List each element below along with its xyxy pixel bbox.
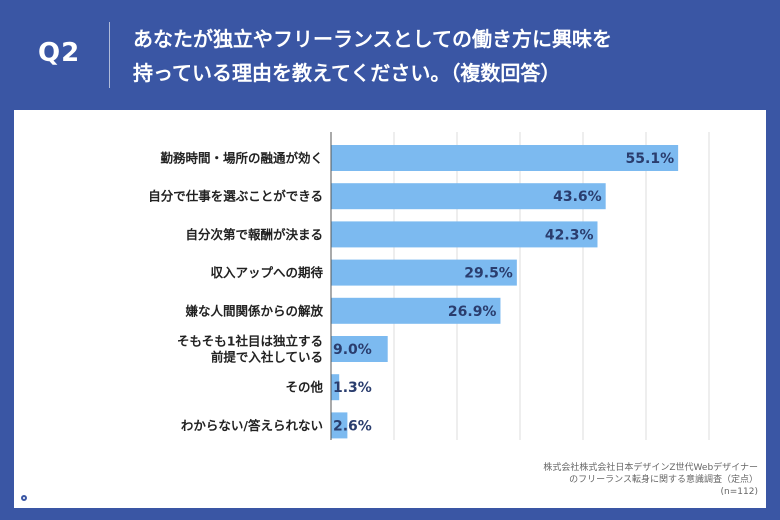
bar [331, 297, 501, 324]
bar [331, 145, 679, 171]
brand-logo: リサピー [16, 488, 96, 509]
data-label: 2.6% [333, 418, 372, 434]
category-label: わからない/答えられない [181, 418, 323, 433]
category-label: 嫌な人間関係からの解放 [184, 303, 323, 318]
data-label: 43.6% [553, 189, 602, 205]
data-label: 1.3% [333, 380, 372, 396]
source-note: 株式会社株式会社日本デザインZ世代Webデザイナー のフリーランス転身に関する意… [543, 462, 758, 498]
bar [331, 374, 340, 401]
data-label: 55.1% [626, 151, 675, 167]
data-label: 26.9% [448, 304, 497, 320]
question-id: Q2 [38, 38, 81, 68]
header: Q2 あなたが独立やフリーランスとしての働き方に興味を 持っている理由を教えてく… [0, 0, 780, 110]
source-line-3: (n=112) [720, 487, 758, 497]
question-line-2: 持っている理由を教えてください。（複数回答） [133, 61, 561, 85]
category-label: そもそも1社目は独立する前提で入社している [177, 334, 323, 365]
category-label: 自分で仕事を選ぶことができる [148, 189, 323, 204]
logo-icon [16, 490, 32, 507]
bar [331, 183, 606, 210]
category-label: 勤務時間・場所の融通が効く [160, 151, 323, 166]
category-label: 自分次第で報酬が決まる [185, 227, 323, 242]
category-label: 収入アップへの期待 [210, 265, 323, 280]
data-label: 42.3% [545, 227, 594, 243]
bar [331, 259, 517, 286]
header-divider [109, 22, 110, 88]
bar [331, 412, 348, 439]
bar [331, 336, 388, 362]
category-label: その他 [285, 380, 323, 395]
question-line-1: あなたが独立やフリーランスとしての働き方に興味を [133, 27, 612, 51]
data-label: 9.0% [333, 342, 372, 358]
logo-text: リサピー [36, 490, 97, 508]
data-label: 29.5% [464, 266, 513, 282]
source-line-2: のフリーランス転身に関する意識調査（定点） [569, 475, 758, 485]
bar [331, 221, 598, 248]
source-line-1: 株式会社株式会社日本デザインZ世代Webデザイナー [543, 463, 758, 473]
question-text: あなたが独立やフリーランスとしての働き方に興味を 持っている理由を教えてください… [133, 22, 753, 90]
